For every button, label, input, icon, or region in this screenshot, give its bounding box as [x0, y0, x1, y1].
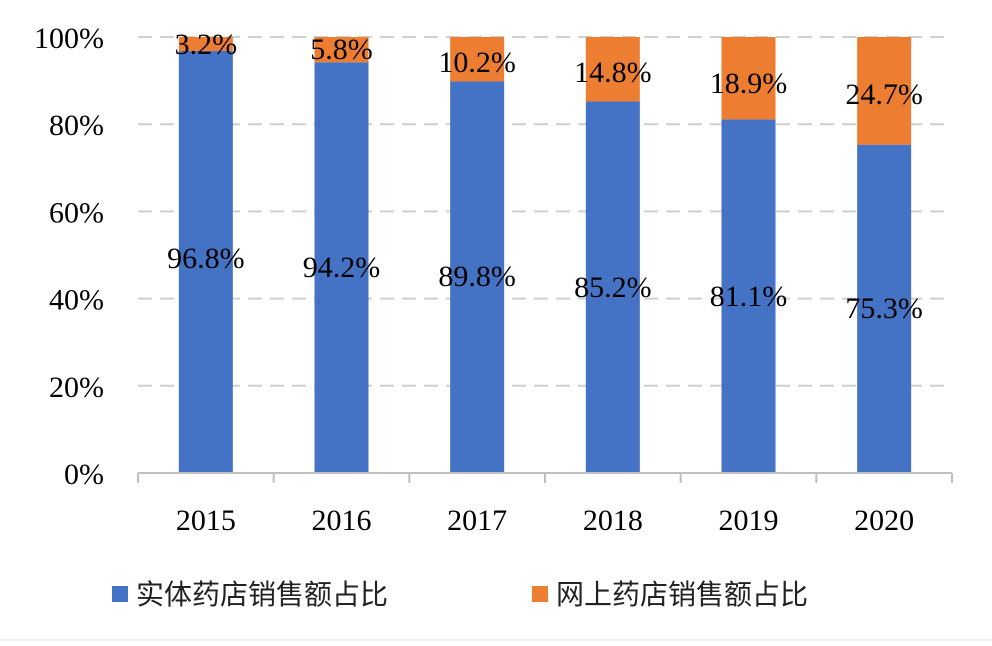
bar-online-2018	[585, 37, 640, 102]
data-label-online: 10.2%	[438, 46, 516, 79]
data-label-offline: 94.2%	[303, 251, 381, 284]
legend-swatch	[112, 586, 128, 602]
data-label-offline: 89.8%	[438, 260, 516, 293]
y-tick-label: 80%	[49, 109, 104, 142]
x-tick-label: 2020	[854, 504, 914, 537]
legend-item-offline: 实体药店销售额占比	[112, 578, 388, 611]
x-tick-label: 2018	[583, 504, 643, 537]
legend-item-online: 网上药店销售额占比	[532, 578, 808, 611]
bar-offline-2017	[450, 81, 505, 474]
data-label-online: 3.2%	[175, 28, 238, 61]
x-tick-label: 2015	[176, 504, 236, 537]
y-tick-label: 100%	[34, 22, 104, 55]
legend: 实体药店销售额占比 网上药店销售额占比	[0, 578, 992, 641]
x-tick-label: 2019	[719, 504, 779, 537]
data-label-offline: 96.8%	[167, 242, 245, 275]
bar-offline-2019	[721, 119, 776, 474]
gridlines	[138, 36, 952, 387]
bar-offline-2018	[585, 101, 640, 473]
axes: 0% 20% 40% 60% 80% 100% 2015 2016 2017 2018 2019 20…	[34, 22, 953, 537]
x-tick-label: 2016	[312, 504, 372, 537]
legend-label: 网上药店销售额占比	[556, 578, 808, 611]
legend-swatch	[532, 586, 548, 602]
bar-online-2016	[314, 37, 369, 63]
data-label-offline: 85.2%	[574, 271, 652, 304]
bar-offline-2016	[314, 62, 369, 474]
legend-label: 实体药店销售额占比	[136, 578, 388, 611]
data-label-offline: 81.1%	[710, 280, 788, 313]
y-tick-label: 0%	[64, 458, 104, 491]
x-tick-label: 2017	[447, 504, 507, 537]
bar-online-2019	[721, 37, 776, 120]
data-label-online: 14.8%	[574, 56, 652, 89]
y-tick-label: 40%	[49, 284, 104, 317]
data-labels: 96.8% 3.2% 94.2% 5.8% 89.8% 10.2% 85.2% 14.8% 81…	[167, 28, 923, 325]
data-label-online: 24.7%	[845, 78, 923, 111]
bars	[178, 37, 912, 474]
bar-online-2020	[857, 37, 912, 145]
data-label-online: 18.9%	[710, 67, 788, 100]
bar-offline-2020	[857, 144, 912, 473]
data-label-offline: 75.3%	[845, 292, 923, 325]
y-tick-label: 20%	[49, 371, 104, 404]
data-label-online: 5.8%	[310, 33, 373, 66]
bar-online-2015	[178, 37, 233, 51]
y-tick-label: 60%	[49, 196, 104, 229]
bar-offline-2015	[178, 50, 233, 474]
bar-online-2017	[450, 37, 505, 82]
